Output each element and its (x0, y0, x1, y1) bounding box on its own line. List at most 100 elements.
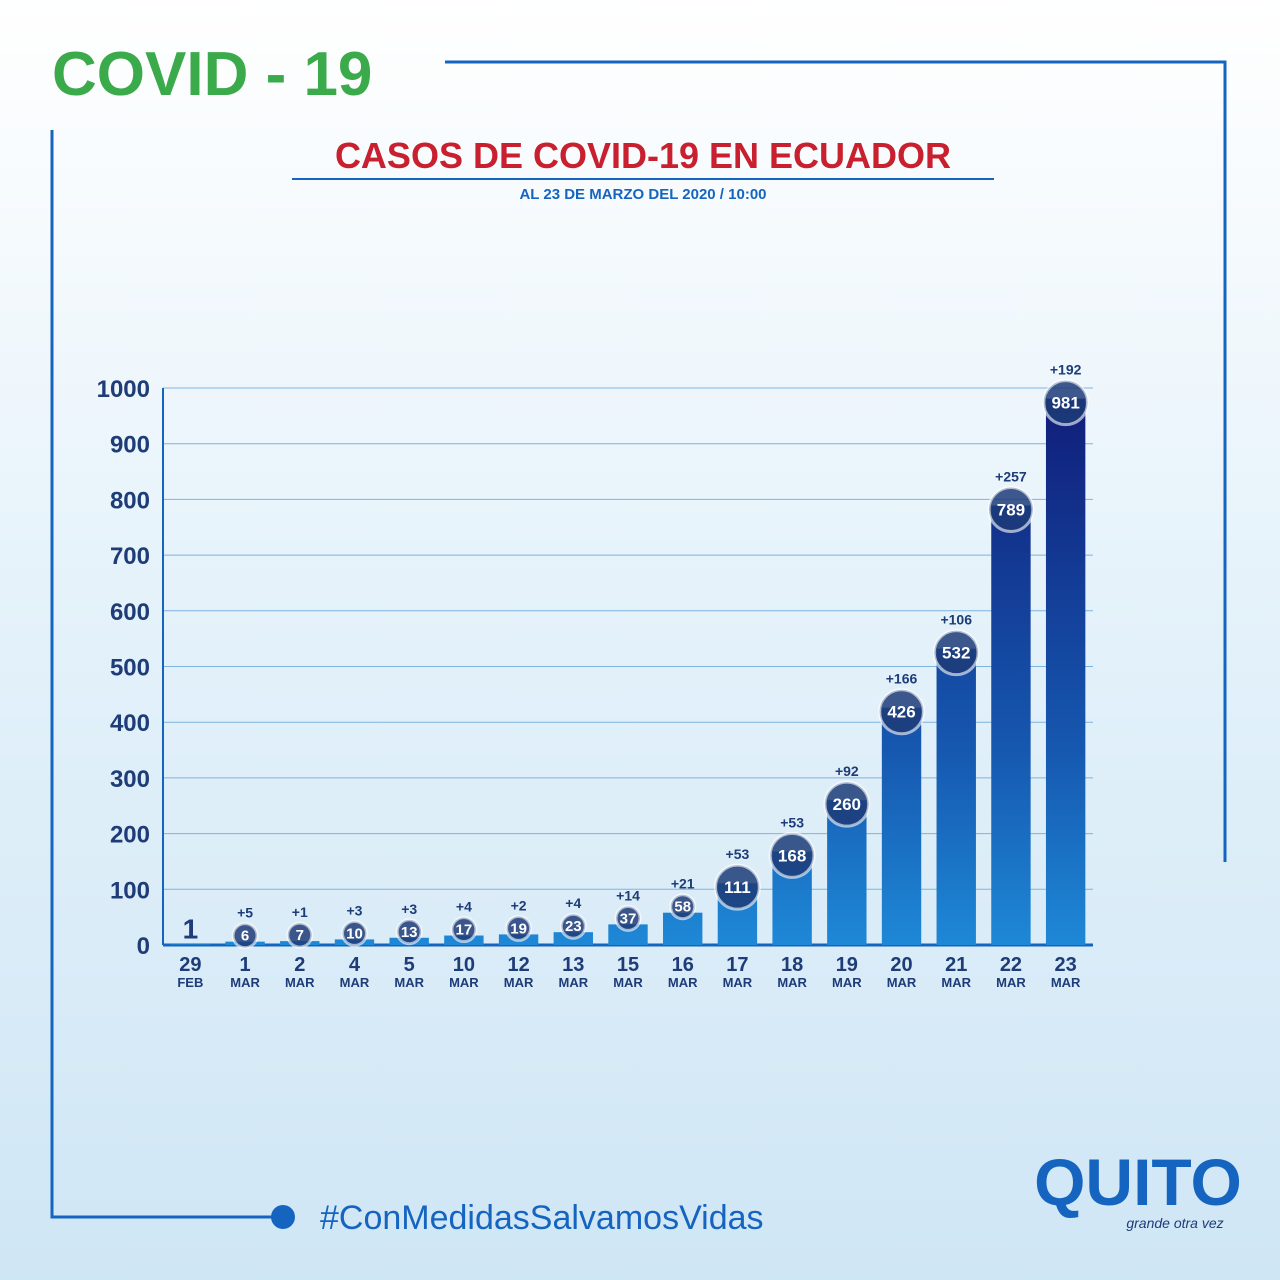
bar (1045, 398, 1086, 945)
x-tick-month: MAR (1051, 975, 1081, 990)
x-tick-label: 13 (562, 954, 584, 976)
plot: 0100200300400500600700800900100029FEB11M… (97, 362, 1093, 990)
value-badge (559, 912, 587, 940)
value-label: 426 (887, 703, 915, 722)
value-label: 17 (456, 922, 473, 939)
value-label: 13 (401, 924, 418, 941)
value-label: 981 (1051, 394, 1079, 413)
value-badge (395, 918, 423, 946)
x-tick-label: 18 (781, 954, 803, 976)
value-badge (987, 486, 1035, 534)
value-badge (450, 916, 478, 944)
x-tick-label: 29 (179, 954, 201, 976)
x-tick-month: MAR (996, 975, 1026, 990)
increment-label: +3 (346, 902, 362, 918)
value-label: 58 (674, 899, 691, 916)
x-tick-label: 22 (1000, 954, 1022, 976)
value-badge (231, 922, 259, 950)
x-tick-label: 16 (672, 954, 694, 976)
x-tick-month: MAR (449, 975, 479, 990)
frame-line (445, 60, 1227, 862)
x-tick-label: 4 (349, 954, 361, 976)
bar (881, 707, 922, 945)
increment-label: +53 (780, 814, 804, 830)
value-badge (768, 831, 816, 879)
brand-tagline: grande otra vez (1126, 1215, 1223, 1231)
bar (608, 924, 648, 945)
increment-label: +166 (886, 671, 918, 687)
value-label: 789 (997, 501, 1025, 520)
value-label: 260 (833, 795, 861, 814)
x-tick-label: 17 (726, 954, 748, 976)
bar (991, 505, 1031, 945)
value-label: 6 (241, 928, 249, 945)
increment-label: +4 (456, 899, 472, 915)
value-label: 532 (942, 644, 970, 663)
value-badge (505, 914, 533, 942)
increment-label: +2 (511, 897, 527, 913)
x-tick-month: MAR (285, 975, 315, 990)
x-tick-label: 5 (404, 954, 415, 976)
value-label: 1 (183, 913, 199, 944)
x-tick-label: 23 (1055, 954, 1077, 976)
x-tick-label: 15 (617, 954, 639, 976)
increment-label: +3 (401, 901, 417, 917)
increment-label: +21 (671, 876, 695, 892)
x-tick-month: MAR (887, 975, 917, 990)
y-tick-label: 600 (110, 599, 150, 626)
y-tick-label: 100 (110, 877, 150, 904)
hashtag: #ConMedidasSalvamosVidas (320, 1199, 764, 1237)
value-label: 19 (510, 920, 527, 937)
x-tick-month: MAR (668, 975, 698, 990)
value-label: 7 (296, 927, 304, 944)
value-badge (340, 919, 368, 947)
y-tick-label: 500 (110, 655, 150, 682)
y-tick-label: 1000 (97, 376, 150, 403)
value-label: 23 (565, 918, 582, 935)
value-badge (713, 863, 761, 911)
value-label: 168 (778, 846, 806, 865)
value-badge (669, 893, 697, 921)
x-tick-label: 1 (239, 954, 250, 976)
logo: COVID - 19 (52, 40, 372, 109)
x-tick-month: MAR (777, 975, 807, 990)
x-tick-label: 21 (945, 954, 967, 976)
frame-dot (271, 1205, 295, 1229)
value-label: 37 (620, 910, 637, 927)
x-tick-month: MAR (340, 975, 370, 990)
y-tick-label: 300 (110, 766, 150, 793)
value-label: 10 (346, 925, 363, 942)
increment-label: +92 (835, 763, 859, 779)
increment-label: +1 (292, 904, 308, 920)
increment-label: +14 (616, 887, 640, 903)
x-tick-month: MAR (723, 975, 753, 990)
x-tick-label: 2 (294, 954, 305, 976)
x-tick-month: FEB (177, 975, 203, 990)
x-tick-month: MAR (504, 975, 534, 990)
x-tick-label: 20 (890, 954, 912, 976)
x-tick-month: MAR (230, 975, 260, 990)
x-tick-month: MAR (394, 975, 424, 990)
y-tick-label: 0 (137, 933, 150, 960)
increment-label: +257 (995, 469, 1027, 485)
value-badge (614, 904, 642, 932)
chart-subtitle: AL 23 DE MARZO DEL 2020 / 10:00 (519, 186, 766, 203)
value-badge (286, 921, 314, 949)
y-tick-label: 900 (110, 432, 150, 459)
value-label: 111 (724, 878, 751, 897)
increment-label: +106 (940, 612, 972, 628)
value-badge (878, 688, 926, 736)
chart-title: CASOS DE COVID-19 EN ECUADOR (335, 135, 951, 176)
x-tick-label: 12 (507, 954, 529, 976)
y-tick-label: 400 (110, 710, 150, 737)
value-badge (1042, 379, 1090, 427)
increment-label: +192 (1050, 362, 1082, 378)
increment-label: +5 (237, 905, 253, 921)
increment-label: +53 (726, 846, 750, 862)
increment-label: +4 (565, 895, 581, 911)
x-tick-month: MAR (613, 975, 643, 990)
x-tick-label: 10 (453, 954, 475, 976)
frame-line (50, 130, 282, 1219)
y-tick-label: 200 (110, 822, 150, 849)
